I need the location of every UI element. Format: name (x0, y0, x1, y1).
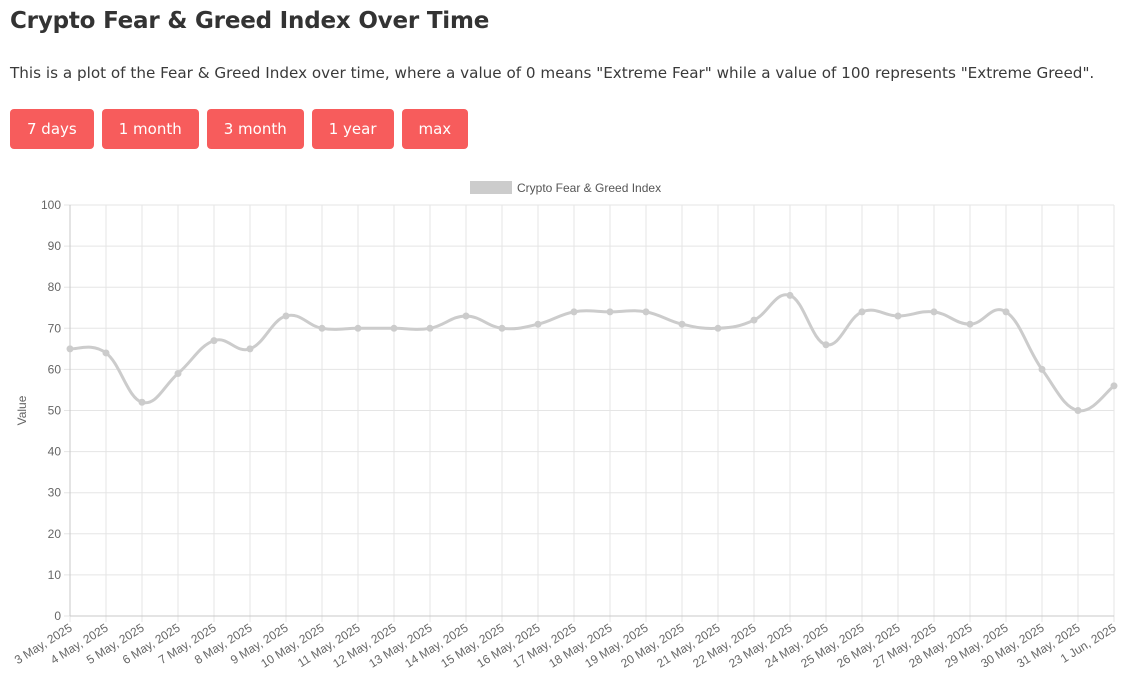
data-point[interactable] (246, 345, 254, 353)
range-1-year-button[interactable]: 1 year (311, 109, 394, 149)
data-point[interactable] (822, 341, 830, 349)
y-tick-label: 50 (48, 404, 62, 418)
data-point[interactable] (390, 324, 398, 332)
data-point[interactable] (678, 320, 686, 328)
fear-greed-line-chart[interactable]: Crypto Fear & Greed Index 0 10 20 30 40 50 60 7… (0, 170, 1128, 682)
data-point[interactable] (498, 324, 506, 332)
y-tick-label: 60 (48, 362, 62, 376)
series-points (66, 291, 1118, 414)
y-tick-label: 80 (48, 280, 62, 294)
data-point[interactable] (894, 312, 902, 320)
data-point[interactable] (606, 308, 614, 316)
data-point[interactable] (66, 345, 74, 353)
range-7-days-button[interactable]: 7 days (10, 109, 94, 149)
data-point[interactable] (210, 337, 218, 345)
range-max-button[interactable]: max (401, 109, 469, 149)
y-axis-ticks: 0 10 20 30 40 50 60 70 80 90 100 (41, 198, 61, 623)
data-point[interactable] (102, 349, 110, 357)
y-tick-label: 40 (48, 445, 62, 459)
data-point[interactable] (858, 308, 866, 316)
y-tick-label: 70 (48, 321, 62, 335)
legend-label[interactable]: Crypto Fear & Greed Index (517, 181, 661, 195)
range-button-group: 7 days 1 month 3 month 1 year max (10, 109, 469, 149)
data-point[interactable] (354, 324, 362, 332)
data-point[interactable] (138, 398, 146, 406)
series-line (69, 293, 1115, 413)
y-tick-label: 100 (41, 198, 61, 212)
data-point[interactable] (1110, 382, 1118, 390)
y-tick-label: 30 (48, 486, 62, 500)
data-point[interactable] (318, 324, 326, 332)
data-point[interactable] (426, 324, 434, 332)
y-tick-label: 10 (48, 568, 62, 582)
y-tick-label: 90 (48, 239, 62, 253)
y-tick-label: 20 (48, 527, 62, 541)
data-point[interactable] (534, 320, 542, 328)
data-point[interactable] (750, 316, 758, 324)
data-point[interactable] (930, 308, 938, 316)
data-point[interactable] (174, 370, 182, 378)
data-point[interactable] (282, 312, 290, 320)
chart-container: Crypto Fear & Greed Index 0 10 20 30 40 50 60 7… (0, 170, 1128, 682)
data-point[interactable] (966, 320, 974, 328)
data-point[interactable] (714, 324, 722, 332)
chart-grid (64, 204, 1115, 622)
page-description: This is a plot of the Fear & Greed Index… (10, 64, 1095, 82)
chart-axes (69, 205, 1114, 617)
data-point[interactable] (786, 291, 794, 299)
range-3-month-button[interactable]: 3 month (206, 109, 304, 149)
data-point[interactable] (1038, 365, 1046, 373)
data-point[interactable] (1002, 308, 1010, 316)
data-point[interactable] (642, 308, 650, 316)
range-1-month-button[interactable]: 1 month (101, 109, 199, 149)
data-point[interactable] (570, 308, 578, 316)
chart-legend[interactable]: Crypto Fear & Greed Index (470, 181, 661, 195)
data-point[interactable] (1074, 407, 1082, 414)
y-tick-label: 0 (54, 609, 61, 623)
data-point[interactable] (462, 312, 470, 320)
page-title: Crypto Fear & Greed Index Over Time (10, 8, 490, 34)
y-axis-title: Value (15, 395, 29, 425)
legend-swatch[interactable] (470, 181, 512, 194)
